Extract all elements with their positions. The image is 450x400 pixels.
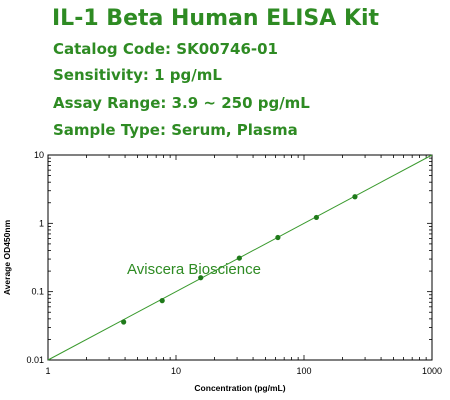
data-point <box>198 275 204 281</box>
data-point <box>159 298 165 304</box>
data-point <box>275 234 281 241</box>
data-point <box>236 255 242 261</box>
y-axis-label: Average OD450nm <box>2 219 12 295</box>
data-point <box>352 194 358 200</box>
page-title: IL-1 Beta Human ELISA Kit <box>52 6 380 31</box>
y-tick-label: 0.01 <box>26 355 44 365</box>
sample-type: Sample Type: Serum, Plasma <box>53 121 298 139</box>
chart-axes <box>47 154 433 361</box>
x-tick-label: 1000 <box>422 366 442 376</box>
sensitivity: Sensitivity: 1 pg/mL <box>53 66 222 84</box>
x-axis-label: Concentration (pg/mL) <box>194 383 285 393</box>
plot-frame <box>47 154 433 361</box>
x-tick-label: 10 <box>171 366 181 376</box>
chart-annotation: Aviscera Bioscience <box>127 261 261 278</box>
standard-curve-chart: 1 10 100 1000 0.01 0.1 1 10 Aviscera Bioscience… <box>2 150 442 393</box>
header: IL-1 Beta Human ELISA Kit Catalog Code: … <box>0 0 450 145</box>
catalog-code: Catalog Code: SK00746-01 <box>53 40 278 58</box>
x-tick-label: 1 <box>45 366 50 376</box>
data-point <box>313 214 320 221</box>
x-tick-label: 100 <box>296 366 311 376</box>
y-tick-label: 1 <box>39 218 44 228</box>
assay-range: Assay Range: 3.9 ~ 250 pg/mL <box>53 94 310 112</box>
y-tick-label: 10 <box>34 150 44 160</box>
data-points <box>121 194 358 325</box>
y-tick-label: 0.1 <box>31 287 44 297</box>
data-point <box>121 319 127 325</box>
chart-ticks: 1 10 100 1000 0.01 0.1 1 10 <box>26 150 442 376</box>
